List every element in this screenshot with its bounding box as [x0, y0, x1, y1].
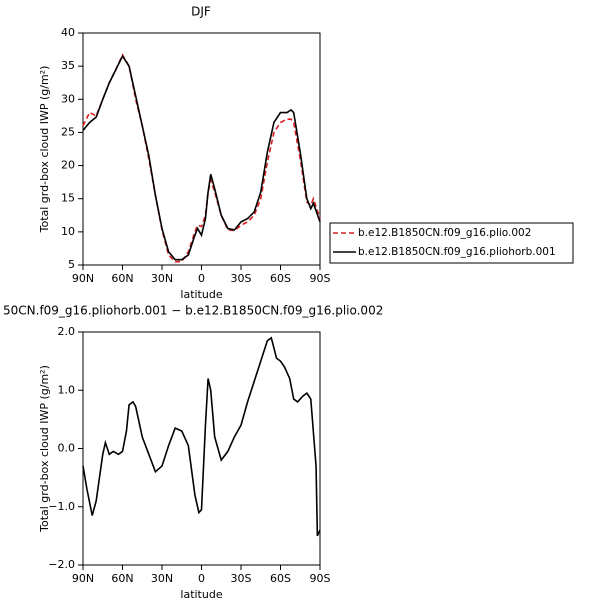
data-line — [82, 336, 321, 537]
x-tick-label: 60S — [270, 572, 291, 585]
legend-label: b.e12.B1850CN.f09_g16.pliohorb.001 — [358, 246, 556, 258]
y-tick-label: 1.0 — [58, 383, 76, 396]
y-axis-label: Total grd-box cloud IWP (g/m²) — [38, 66, 51, 234]
plot-frame — [82, 32, 321, 266]
x-tick-label: 30S — [231, 572, 252, 585]
x-axis-label: latitude — [180, 588, 222, 601]
chart-title: 50CN.f09_g16.pliohorb.001 − b.e12.B1850C… — [3, 304, 383, 318]
legend-label: b.e12.B1850CN.f09_g16.plio.002 — [358, 227, 531, 239]
x-tick-label: 90S — [310, 272, 331, 285]
x-tick-label: 90N — [72, 272, 94, 285]
x-axis-label: latitude — [180, 288, 222, 301]
y-tick-label: −1.0 — [48, 500, 75, 513]
y-tick-label: 5 — [68, 258, 75, 271]
y-tick-label: 20 — [61, 159, 75, 172]
x-tick-label: 0 — [198, 272, 205, 285]
x-tick-label: 60N — [111, 272, 133, 285]
y-tick-label: 0.0 — [58, 442, 76, 455]
x-tick-label: 60S — [270, 272, 291, 285]
y-tick-label: 10 — [61, 225, 75, 238]
y-tick-label: 30 — [61, 92, 75, 105]
x-tick-label: 30S — [231, 272, 252, 285]
data-line — [82, 54, 321, 261]
legend-box — [329, 222, 574, 264]
y-tick-label: 2.0 — [58, 325, 76, 338]
y-tick-label: 25 — [61, 125, 75, 138]
x-tick-label: 30N — [151, 572, 173, 585]
x-tick-label: 30N — [151, 272, 173, 285]
chart-title: DJF — [191, 5, 211, 19]
x-tick-label: 0 — [198, 572, 205, 585]
y-tick-label: 15 — [61, 192, 75, 205]
y-axis-label: Total grd-box cloud IWP (g/m²) — [38, 365, 51, 533]
y-tick-label: 40 — [61, 26, 75, 39]
x-tick-label: 90N — [72, 572, 94, 585]
x-tick-label: 90S — [310, 572, 331, 585]
y-tick-label: 35 — [61, 59, 75, 72]
y-tick-label: −2.0 — [48, 558, 75, 571]
data-line — [82, 53, 321, 263]
x-tick-label: 60N — [111, 572, 133, 585]
